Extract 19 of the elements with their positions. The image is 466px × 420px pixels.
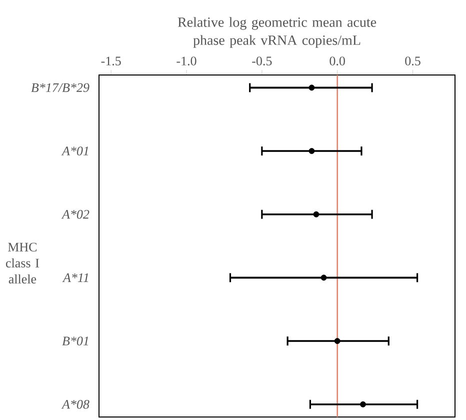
x-tick-label: -1.5 (101, 56, 121, 66)
y-tick-label: A*01 (61, 146, 88, 156)
point (320, 274, 327, 281)
y-tick-label: B*17/B*29 (31, 83, 90, 92)
point (334, 338, 340, 344)
x-tick-label: 0.0 (330, 56, 345, 66)
y-tick-label: A*08 (61, 400, 90, 409)
y-tick-label: A*11 (62, 273, 88, 282)
point (313, 211, 320, 218)
y-tick-label: B*01 (62, 336, 88, 346)
x-tick-label: 0.5 (405, 56, 420, 66)
point (308, 148, 315, 154)
point (308, 84, 315, 91)
x-axis-title: Relative log geometric mean acute phase peak vRNA copies/mL (178, 17, 376, 48)
point (360, 401, 366, 408)
x-tick-label: -1.0 (176, 56, 196, 66)
y-axis-title: MHC class I allele (6, 242, 39, 284)
y-tick-label: A*02 (61, 210, 90, 219)
x-tick-label: -0.5 (252, 56, 272, 66)
